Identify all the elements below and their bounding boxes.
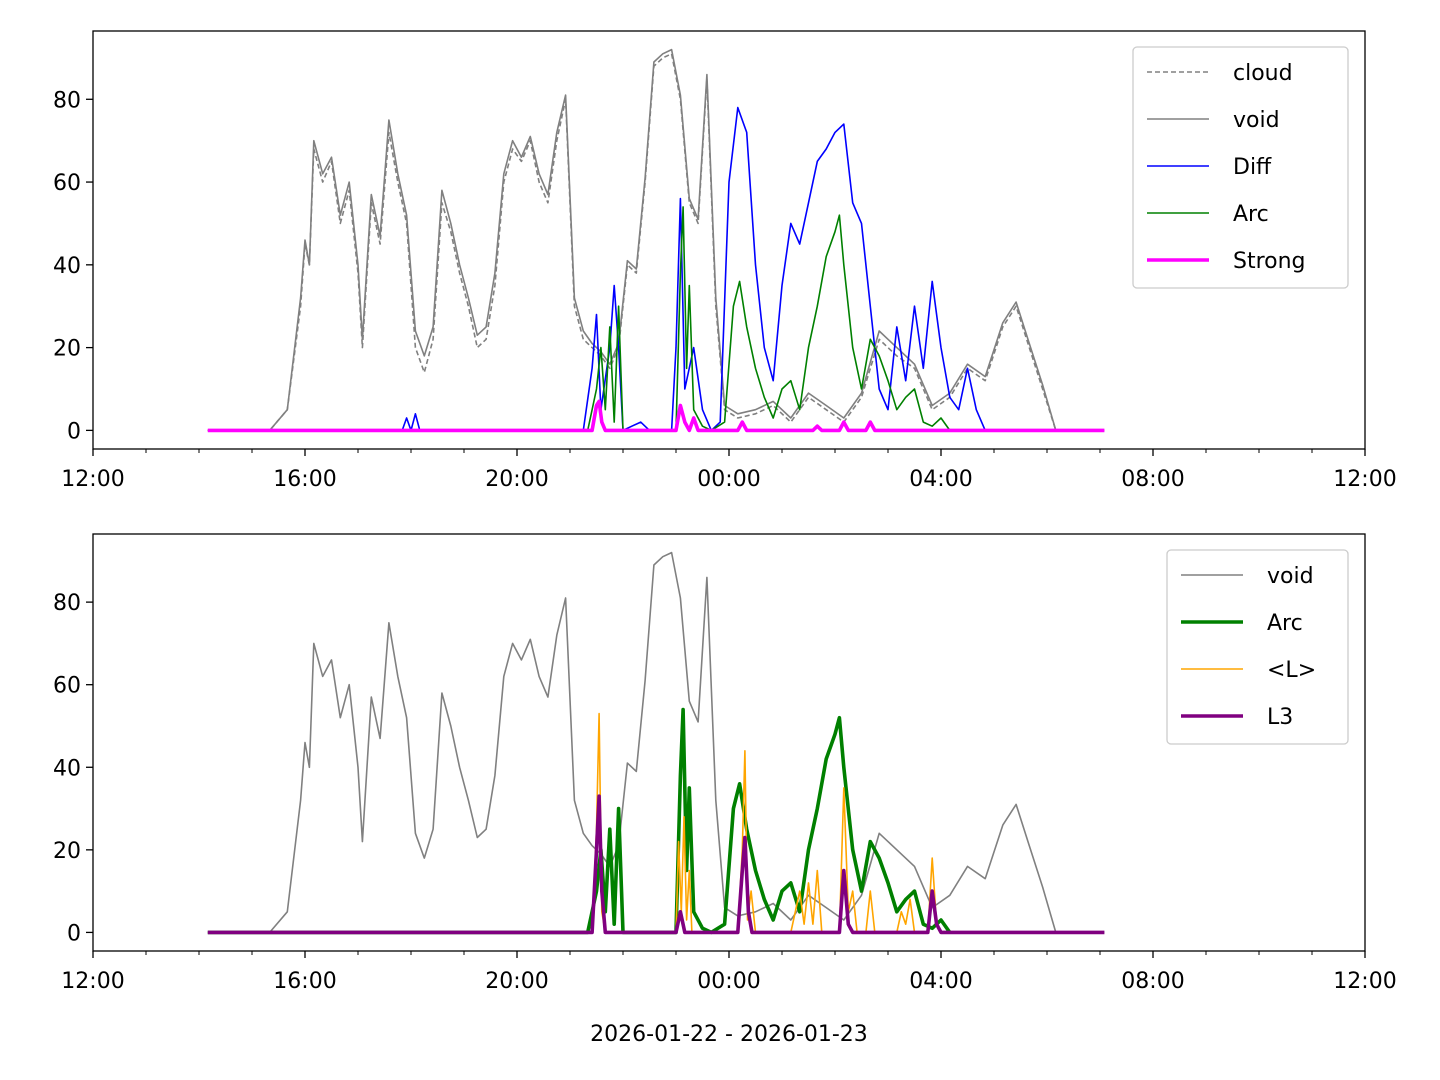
y-tick-label: 20 <box>53 337 81 362</box>
x-tick-label: 20:00 <box>485 969 548 994</box>
legend-label: Arc <box>1233 202 1269 227</box>
legend-label: void <box>1233 108 1280 133</box>
plot-area <box>207 551 1105 935</box>
legend-label: <L> <box>1267 658 1316 683</box>
x-tick-label: 16:00 <box>273 467 336 492</box>
x-tick-label: 04:00 <box>909 467 972 492</box>
series-line-l <box>591 712 942 934</box>
legend-label: void <box>1267 564 1314 589</box>
x-tick-label: 04:00 <box>909 969 972 994</box>
legend-box <box>1166 549 1349 745</box>
series-line-cloud <box>207 53 1105 432</box>
legend-box <box>1132 46 1349 289</box>
y-tick-label: 60 <box>53 171 81 196</box>
x-tick-label: 16:00 <box>273 969 336 994</box>
x-tick-label: 08:00 <box>1121 467 1184 492</box>
x-tick-label: 12:00 <box>1333 969 1396 994</box>
top-chart-panel: 0 20 40 60 80 12:00 16:00 20:00 00:00 04:00 08:00 1… <box>53 30 1397 492</box>
y-tick-label: 20 <box>53 839 81 864</box>
legend-label: cloud <box>1233 61 1293 86</box>
series-line-arc <box>207 707 952 935</box>
x-tick-label: 00:00 <box>697 467 760 492</box>
plot-area <box>207 48 1105 433</box>
x-tick-label: 08:00 <box>1121 969 1184 994</box>
bottom-chart-panel: 0 20 40 60 80 12:00 16:00 20:00 00:00 04:00 08:00 1… <box>53 533 1397 1047</box>
y-tick-label: 40 <box>53 254 81 279</box>
y-tick-label: 40 <box>53 756 81 781</box>
x-tick-label: 12:00 <box>61 969 124 994</box>
x-tick-label: 12:00 <box>61 467 124 492</box>
y-tick-label: 0 <box>67 419 81 444</box>
y-tick-label: 80 <box>53 591 81 616</box>
legend-label: Strong <box>1233 249 1306 274</box>
series-line-l3 <box>207 794 1105 935</box>
legend-label: L3 <box>1267 705 1293 730</box>
legend: void Arc <L> L3 <box>1166 549 1349 745</box>
x-axis-label: 2026-01-22 - 2026-01-23 <box>590 1022 868 1047</box>
x-tick-label: 20:00 <box>485 467 548 492</box>
series-line-strong <box>207 399 1105 433</box>
x-tick-label: 00:00 <box>697 969 760 994</box>
y-tick-label: 80 <box>53 88 81 113</box>
legend: cloud void Diff Arc Strong <box>1132 46 1349 289</box>
y-tick-label: 60 <box>53 674 81 699</box>
series-line-diff <box>401 106 986 432</box>
legend-label: Arc <box>1267 611 1303 636</box>
series-line-arc <box>207 206 951 432</box>
series-line-void <box>207 48 1105 432</box>
y-tick-label: 0 <box>67 921 81 946</box>
x-tick-label: 12:00 <box>1333 467 1396 492</box>
series-line-void <box>207 551 1105 934</box>
legend-label: Diff <box>1233 155 1272 180</box>
